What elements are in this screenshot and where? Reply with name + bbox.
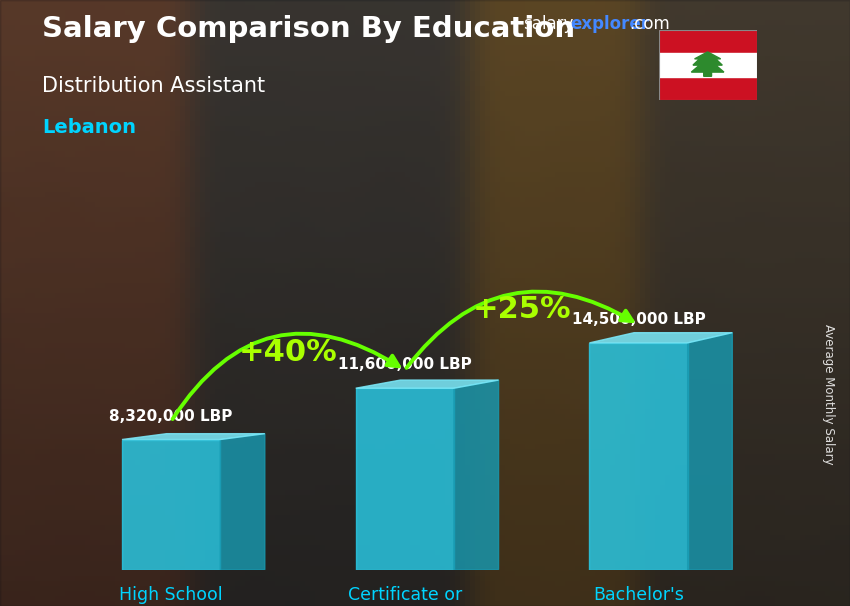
Polygon shape [688,333,733,570]
Bar [122,439,220,570]
Text: +40%: +40% [239,338,337,367]
Text: Lebanon: Lebanon [42,118,137,137]
Bar [659,78,756,100]
Text: .com: .com [629,15,670,33]
Text: 14,500,000 LBP: 14,500,000 LBP [572,312,706,327]
Text: +25%: +25% [473,295,571,324]
Bar [590,343,688,570]
Text: 11,600,000 LBP: 11,600,000 LBP [338,358,472,372]
Text: Average Monthly Salary: Average Monthly Salary [822,324,836,464]
Text: Salary Comparison By Education: Salary Comparison By Education [42,15,575,43]
Bar [659,30,756,53]
Polygon shape [691,52,724,76]
Polygon shape [355,380,499,388]
Polygon shape [220,434,265,570]
Bar [659,53,756,78]
Polygon shape [122,434,265,439]
Text: salary: salary [523,15,573,33]
Text: Distribution Assistant: Distribution Assistant [42,76,265,96]
Polygon shape [590,333,733,343]
Text: 8,320,000 LBP: 8,320,000 LBP [110,408,233,424]
Text: explorer: explorer [570,15,649,33]
Polygon shape [454,380,499,570]
Bar [355,388,454,570]
